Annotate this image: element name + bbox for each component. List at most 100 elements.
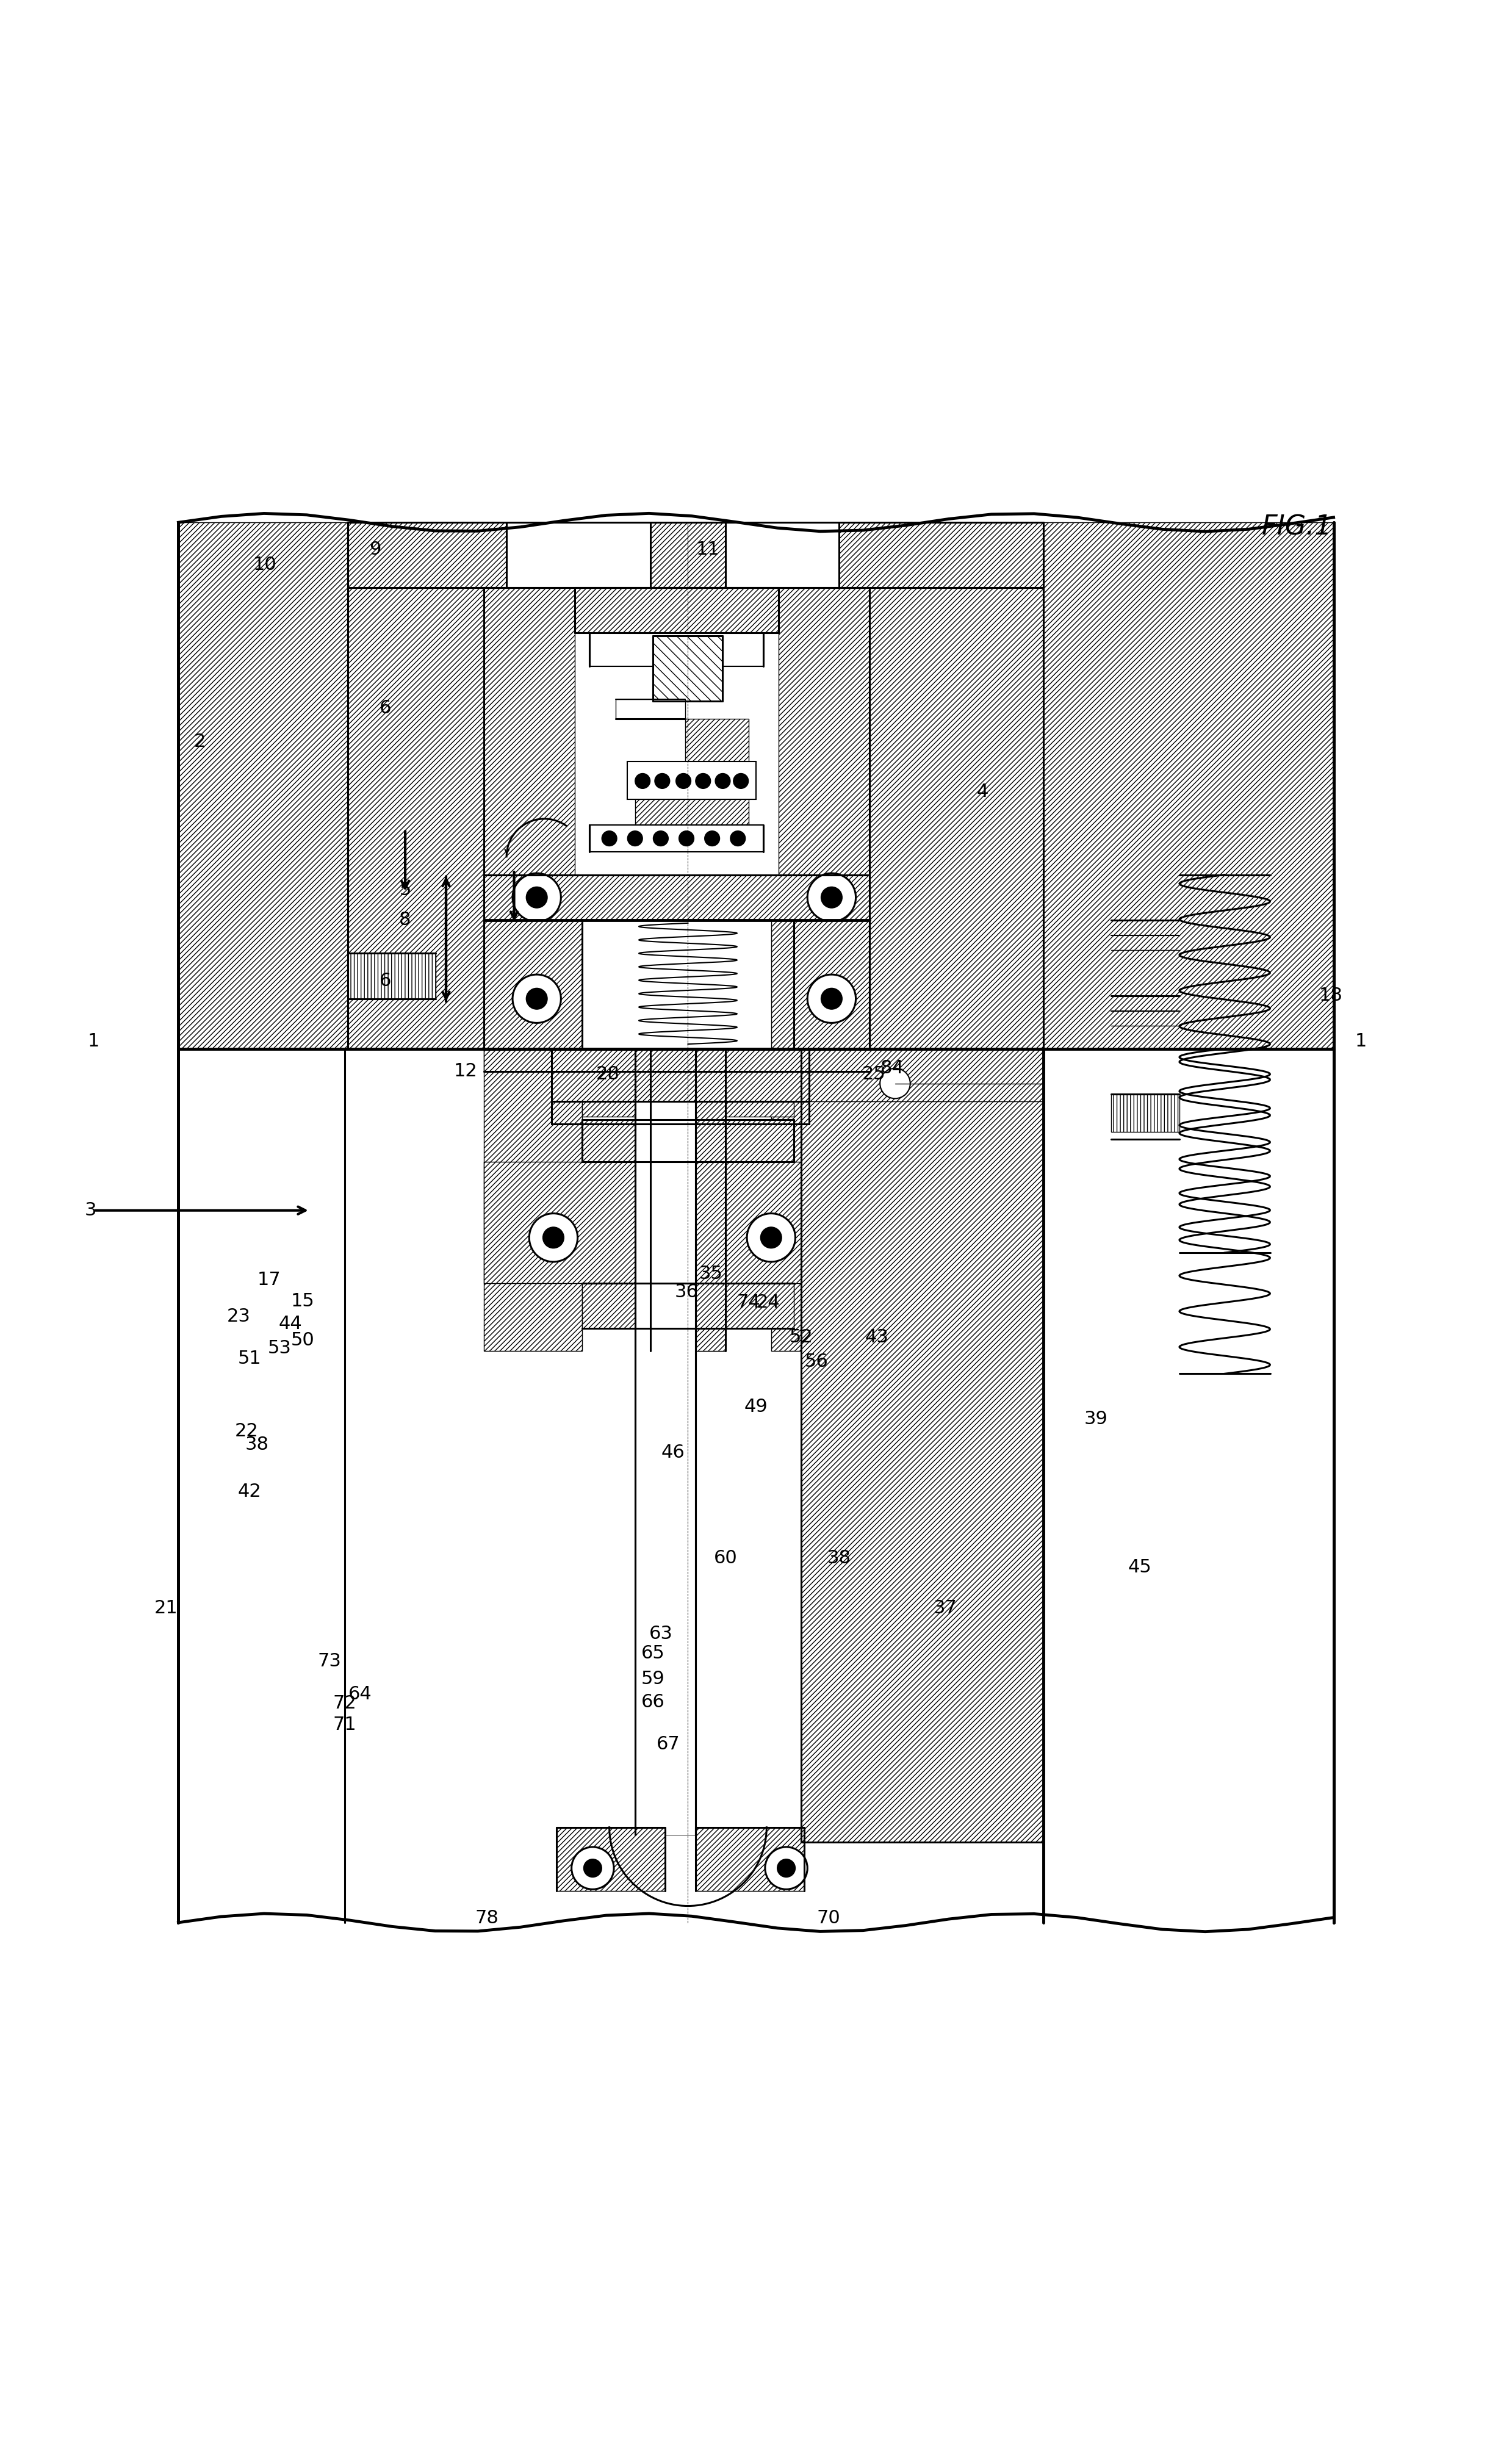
Text: 84: 84 <box>880 1059 904 1078</box>
Text: 53: 53 <box>268 1340 292 1357</box>
Bar <box>484 1049 582 1071</box>
Text: 23: 23 <box>227 1308 251 1325</box>
Bar <box>771 1049 869 1071</box>
Text: 46: 46 <box>661 1443 685 1462</box>
Bar <box>653 636 723 702</box>
Text: 78: 78 <box>475 1910 499 1927</box>
Bar <box>556 1826 665 1890</box>
Bar <box>484 1161 680 1284</box>
Text: 5: 5 <box>399 880 411 900</box>
Bar <box>869 587 1043 1049</box>
Text: 63: 63 <box>649 1626 673 1643</box>
Text: 1: 1 <box>1355 1032 1367 1049</box>
Text: 43: 43 <box>865 1328 889 1347</box>
Circle shape <box>696 773 711 790</box>
Bar <box>590 824 764 851</box>
Text: 2: 2 <box>194 734 206 751</box>
Text: 1: 1 <box>88 1032 100 1049</box>
Circle shape <box>513 976 561 1022</box>
Circle shape <box>602 831 617 846</box>
Text: 11: 11 <box>696 540 720 557</box>
Text: 42: 42 <box>237 1482 262 1501</box>
Text: 8: 8 <box>399 912 411 929</box>
Text: 64: 64 <box>348 1685 372 1704</box>
Text: 4: 4 <box>977 782 989 800</box>
Text: 24: 24 <box>756 1293 780 1311</box>
Circle shape <box>584 1858 602 1878</box>
Bar <box>801 1049 1043 1103</box>
Text: 21: 21 <box>154 1599 178 1616</box>
Text: 10: 10 <box>253 555 277 575</box>
Bar <box>582 1284 794 1328</box>
Bar <box>779 587 869 875</box>
Text: 74: 74 <box>736 1293 761 1311</box>
Bar <box>178 523 348 1049</box>
Bar <box>348 954 435 998</box>
Bar <box>650 523 726 587</box>
Text: 28: 28 <box>596 1066 620 1083</box>
Circle shape <box>653 831 668 846</box>
Bar <box>650 1049 726 1352</box>
Bar <box>484 875 869 919</box>
Bar <box>348 587 484 1049</box>
Circle shape <box>543 1227 564 1249</box>
Circle shape <box>679 831 694 846</box>
Text: 44: 44 <box>278 1315 302 1333</box>
Text: 60: 60 <box>714 1550 738 1567</box>
Text: FIG.1: FIG.1 <box>1263 513 1332 540</box>
Bar <box>1043 523 1334 1049</box>
Text: 70: 70 <box>816 1910 841 1927</box>
Circle shape <box>761 1227 782 1249</box>
Circle shape <box>526 988 547 1010</box>
Circle shape <box>526 888 547 907</box>
Text: 56: 56 <box>804 1352 829 1372</box>
Polygon shape <box>635 719 748 829</box>
Circle shape <box>880 1068 910 1098</box>
Bar <box>507 523 839 587</box>
Text: 51: 51 <box>237 1350 262 1367</box>
Text: 17: 17 <box>257 1271 281 1289</box>
Circle shape <box>635 773 650 790</box>
Text: 67: 67 <box>656 1736 680 1753</box>
Circle shape <box>655 773 670 790</box>
Text: 59: 59 <box>641 1670 665 1687</box>
Bar <box>635 1049 696 1834</box>
Bar <box>650 523 726 587</box>
Text: 9: 9 <box>369 540 381 557</box>
Circle shape <box>529 1213 578 1262</box>
Text: 65: 65 <box>641 1645 665 1663</box>
Text: 37: 37 <box>933 1599 957 1616</box>
Text: 52: 52 <box>789 1328 813 1347</box>
Circle shape <box>679 1110 697 1130</box>
Text: 66: 66 <box>641 1692 665 1711</box>
Bar <box>771 919 869 1049</box>
Text: 38: 38 <box>827 1550 851 1567</box>
Bar <box>484 919 582 1049</box>
Circle shape <box>733 773 748 790</box>
Bar <box>627 760 756 800</box>
Circle shape <box>627 831 643 846</box>
Bar <box>801 1049 1043 1844</box>
Text: 73: 73 <box>318 1653 342 1670</box>
Text: 38: 38 <box>245 1435 269 1455</box>
Bar <box>673 1161 869 1284</box>
Text: 39: 39 <box>1084 1411 1108 1428</box>
Circle shape <box>807 873 856 922</box>
Text: 18: 18 <box>1318 988 1343 1005</box>
Circle shape <box>572 1846 614 1890</box>
Bar <box>552 1049 809 1103</box>
Bar <box>696 1826 804 1890</box>
Bar <box>590 633 764 665</box>
Bar <box>650 1049 726 1352</box>
Circle shape <box>715 773 730 790</box>
Text: 36: 36 <box>674 1284 699 1301</box>
Circle shape <box>821 888 842 907</box>
Text: 22: 22 <box>234 1423 259 1440</box>
Circle shape <box>777 1858 795 1878</box>
Bar <box>575 587 779 633</box>
Bar <box>1111 1093 1179 1132</box>
Circle shape <box>676 773 691 790</box>
Circle shape <box>670 1103 706 1137</box>
Text: 35: 35 <box>699 1264 723 1284</box>
Bar <box>348 523 1043 587</box>
